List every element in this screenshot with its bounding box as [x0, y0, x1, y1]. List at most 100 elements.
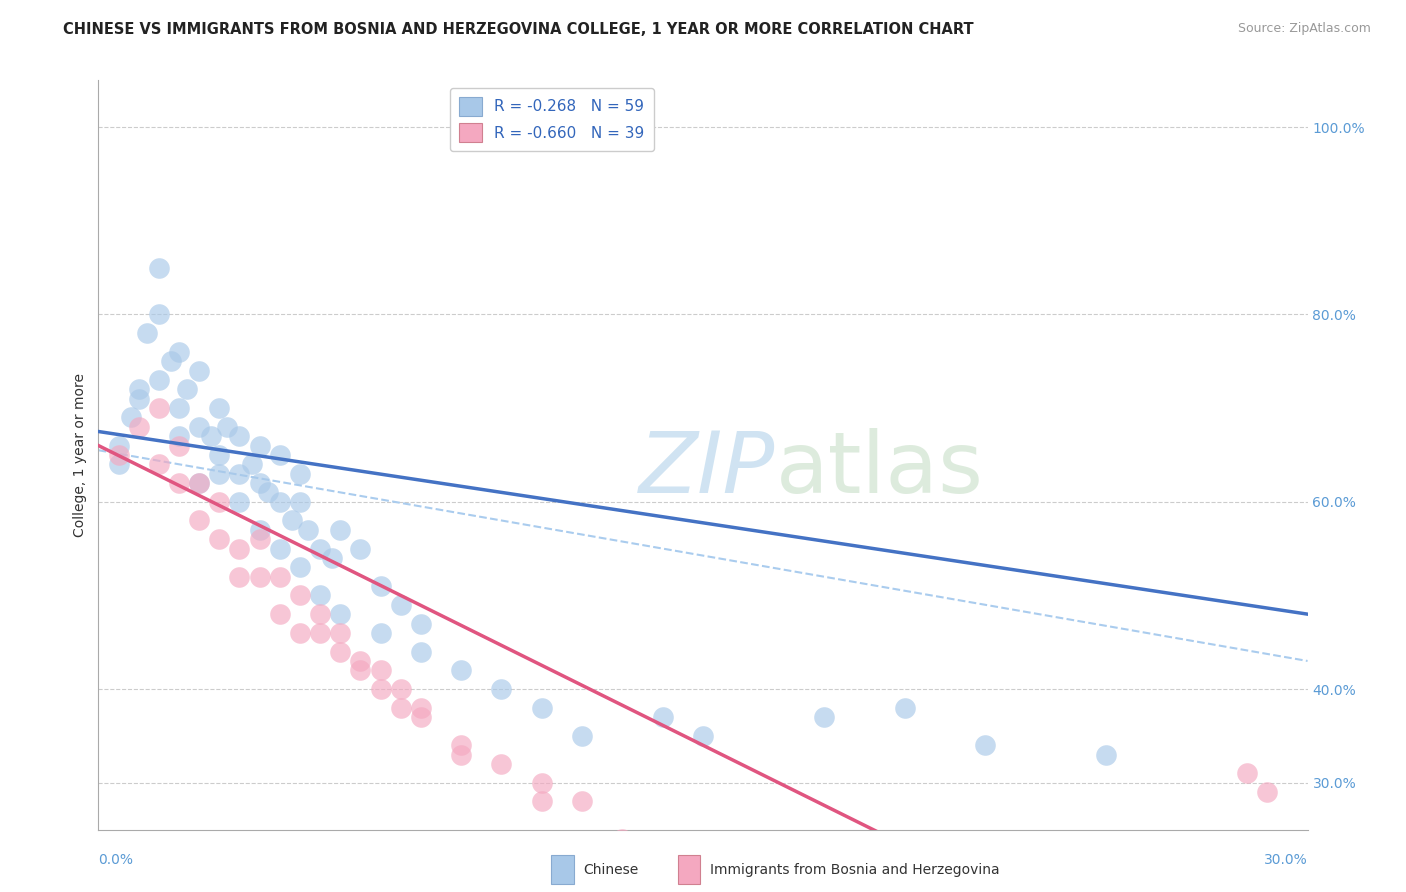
Point — [148, 401, 170, 416]
Text: CHINESE VS IMMIGRANTS FROM BOSNIA AND HERZEGOVINA COLLEGE, 1 YEAR OR MORE CORREL: CHINESE VS IMMIGRANTS FROM BOSNIA AND HE… — [63, 22, 974, 37]
Point — [167, 344, 190, 359]
Point — [1256, 785, 1278, 799]
Point — [269, 448, 291, 462]
Point — [148, 457, 170, 471]
Point — [813, 710, 835, 724]
Point — [321, 551, 343, 566]
Point — [530, 701, 553, 715]
Point — [1236, 766, 1258, 780]
Point — [107, 448, 129, 462]
Point — [288, 560, 311, 574]
Point — [409, 644, 432, 658]
Point — [249, 476, 271, 491]
Point — [370, 664, 392, 678]
Point — [349, 664, 371, 678]
Point — [200, 429, 222, 443]
Point — [309, 607, 332, 621]
Point — [329, 523, 352, 537]
Point — [288, 467, 311, 481]
Point — [389, 682, 412, 697]
Point — [188, 364, 211, 378]
Point — [167, 476, 190, 491]
Point — [269, 494, 291, 508]
Point — [491, 682, 513, 697]
Point — [228, 429, 250, 443]
Point — [249, 570, 271, 584]
Point — [329, 626, 352, 640]
Point — [370, 682, 392, 697]
Point — [1095, 747, 1118, 762]
Point — [228, 467, 250, 481]
Text: Immigrants from Bosnia and Herzegovina: Immigrants from Bosnia and Herzegovina — [710, 863, 1000, 877]
Point — [530, 795, 553, 809]
Point — [249, 439, 271, 453]
Point — [309, 589, 332, 603]
Point — [249, 523, 271, 537]
Point — [651, 710, 673, 724]
Point — [389, 701, 412, 715]
Point — [135, 326, 157, 341]
Text: 30.0%: 30.0% — [1264, 853, 1308, 867]
Legend: R = -0.268   N = 59, R = -0.660   N = 39: R = -0.268 N = 59, R = -0.660 N = 39 — [450, 88, 654, 151]
Text: 0.0%: 0.0% — [98, 853, 134, 867]
Point — [128, 419, 150, 434]
Point — [128, 382, 150, 396]
Point — [208, 401, 231, 416]
Point — [893, 701, 915, 715]
Point — [176, 382, 198, 396]
Point — [107, 457, 129, 471]
Point — [370, 626, 392, 640]
Point — [692, 729, 714, 743]
Point — [612, 832, 634, 846]
Point — [309, 626, 332, 640]
Point — [160, 354, 183, 368]
Point — [269, 541, 291, 556]
Point — [167, 401, 190, 416]
Point — [288, 589, 311, 603]
Point — [974, 739, 997, 753]
Point — [370, 579, 392, 593]
Point — [530, 776, 553, 790]
Point — [450, 739, 472, 753]
Point — [228, 494, 250, 508]
Y-axis label: College, 1 year or more: College, 1 year or more — [73, 373, 87, 537]
Point — [128, 392, 150, 406]
Point — [349, 654, 371, 668]
Point — [148, 260, 170, 275]
Point — [188, 476, 211, 491]
Point — [349, 541, 371, 556]
Point — [450, 664, 472, 678]
Point — [107, 439, 129, 453]
Point — [240, 457, 263, 471]
Point — [120, 410, 142, 425]
Point — [288, 494, 311, 508]
Point — [281, 514, 304, 528]
Text: Chinese: Chinese — [583, 863, 638, 877]
Point — [148, 307, 170, 322]
Point — [309, 541, 332, 556]
Point — [188, 514, 211, 528]
Text: Source: ZipAtlas.com: Source: ZipAtlas.com — [1237, 22, 1371, 36]
Point — [167, 439, 190, 453]
Point — [571, 795, 593, 809]
Text: atlas: atlas — [776, 428, 984, 511]
Point — [188, 419, 211, 434]
Point — [228, 570, 250, 584]
Point — [208, 448, 231, 462]
Point — [217, 419, 239, 434]
Point — [208, 532, 231, 546]
Point — [288, 626, 311, 640]
Point — [571, 729, 593, 743]
Point — [297, 523, 319, 537]
Point — [148, 373, 170, 387]
Point — [228, 541, 250, 556]
Point — [409, 701, 432, 715]
Point — [249, 532, 271, 546]
Point — [256, 485, 278, 500]
Point — [208, 467, 231, 481]
Point — [269, 607, 291, 621]
Point — [450, 747, 472, 762]
Text: ZIP: ZIP — [640, 428, 776, 511]
Point — [188, 476, 211, 491]
Point — [269, 570, 291, 584]
